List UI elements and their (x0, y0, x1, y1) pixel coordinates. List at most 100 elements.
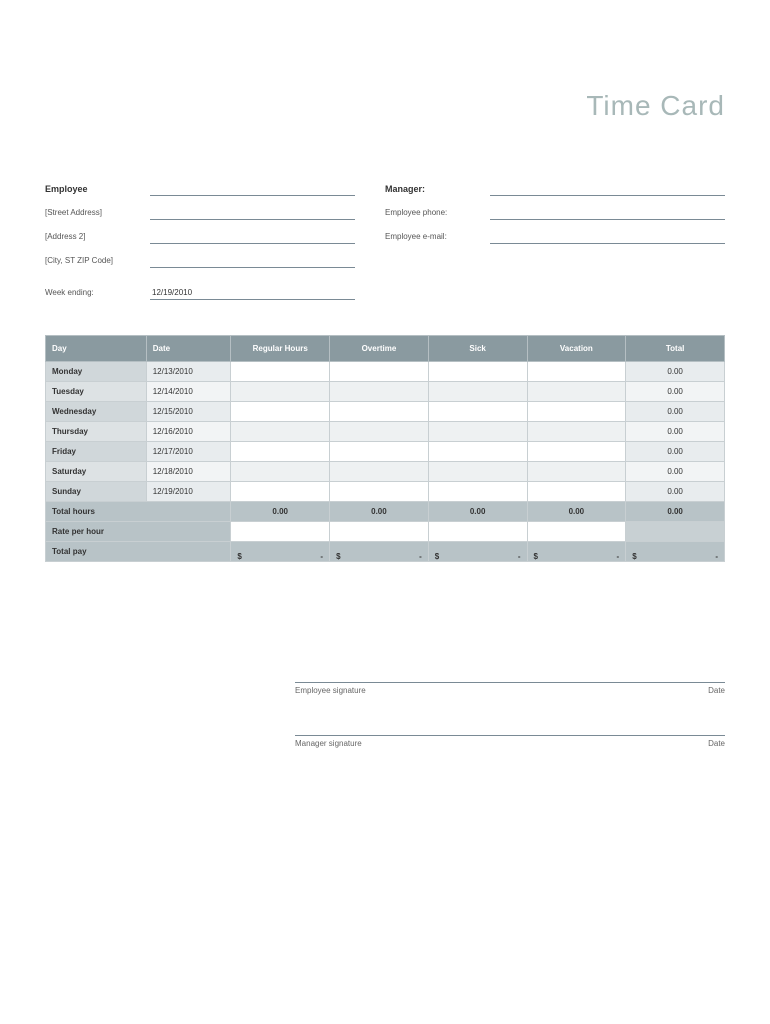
cell-overtime[interactable] (330, 382, 429, 402)
cell-sick[interactable] (428, 462, 527, 482)
table-row: Friday12/17/2010 0.00 (46, 442, 725, 462)
th-sick: Sick (428, 336, 527, 362)
th-day: Day (46, 336, 147, 362)
cell-total: 0.00 (626, 462, 725, 482)
table-row: Tuesday12/14/20100.00 (46, 382, 725, 402)
manager-signature-label: Manager signature (295, 739, 362, 748)
cell-overtime[interactable] (330, 482, 429, 502)
total-hours-label: Total hours (46, 502, 231, 522)
manager-signature-date-label: Date (708, 739, 725, 748)
city-label: [City, ST ZIP Code] (45, 254, 150, 268)
pay-overtime: $- (330, 542, 429, 562)
cell-day: Monday (46, 362, 147, 382)
total-regular: 0.00 (231, 502, 330, 522)
pay-row: Total pay $- $- $- $- $- (46, 542, 725, 562)
week-ending-field[interactable]: 12/19/2010 (150, 286, 355, 300)
cell-day: Wednesday (46, 402, 147, 422)
cell-regular[interactable] (231, 442, 330, 462)
manager-signature-line: Manager signature Date (295, 735, 725, 748)
cell-sick[interactable] (428, 362, 527, 382)
employee-signature-date-label: Date (708, 686, 725, 695)
cell-vacation[interactable] (527, 382, 626, 402)
cell-sick[interactable] (428, 482, 527, 502)
table-row: Monday12/13/20100.00 (46, 362, 725, 382)
manager-label: Manager: (385, 182, 490, 196)
cell-date: 12/18/2010 (146, 462, 231, 482)
cell-sick[interactable] (428, 382, 527, 402)
cell-date: 12/19/2010 (146, 482, 231, 502)
cell-date: 12/16/2010 (146, 422, 231, 442)
phone-field[interactable] (490, 206, 725, 220)
table-row: Saturday12/18/2010 0.00 (46, 462, 725, 482)
rate-overtime[interactable] (330, 522, 429, 542)
cell-vacation[interactable] (527, 402, 626, 422)
cell-sick[interactable] (428, 442, 527, 462)
total-total: 0.00 (626, 502, 725, 522)
cell-vacation[interactable] (527, 482, 626, 502)
rate-regular[interactable] (231, 522, 330, 542)
cell-vacation[interactable] (527, 362, 626, 382)
street-field[interactable] (150, 206, 355, 220)
cell-day: Sunday (46, 482, 147, 502)
th-vacation: Vacation (527, 336, 626, 362)
cell-regular[interactable] (231, 402, 330, 422)
cell-regular[interactable] (231, 422, 330, 442)
cell-vacation[interactable] (527, 442, 626, 462)
rate-sick[interactable] (428, 522, 527, 542)
cell-regular[interactable] (231, 462, 330, 482)
rate-total (626, 522, 725, 542)
employee-signature-label: Employee signature (295, 686, 366, 695)
cell-day: Thursday (46, 422, 147, 442)
cell-total: 0.00 (626, 422, 725, 442)
city-field[interactable] (150, 254, 355, 268)
rate-row: Rate per hour (46, 522, 725, 542)
cell-regular[interactable] (231, 482, 330, 502)
th-regular: Regular Hours (231, 336, 330, 362)
cell-date: 12/17/2010 (146, 442, 231, 462)
cell-overtime[interactable] (330, 462, 429, 482)
cell-regular[interactable] (231, 362, 330, 382)
cell-sick[interactable] (428, 402, 527, 422)
cell-vacation[interactable] (527, 422, 626, 442)
pay-label: Total pay (46, 542, 231, 562)
cell-date: 12/13/2010 (146, 362, 231, 382)
email-field[interactable] (490, 230, 725, 244)
address2-field[interactable] (150, 230, 355, 244)
cell-day: Saturday (46, 462, 147, 482)
cell-day: Friday (46, 442, 147, 462)
manager-field[interactable] (490, 182, 725, 196)
cell-regular[interactable] (231, 382, 330, 402)
total-sick: 0.00 (428, 502, 527, 522)
pay-sick: $- (428, 542, 527, 562)
cell-date: 12/15/2010 (146, 402, 231, 422)
employee-label: Employee (45, 182, 150, 196)
rate-label: Rate per hour (46, 522, 231, 542)
cell-total: 0.00 (626, 402, 725, 422)
cell-total: 0.00 (626, 482, 725, 502)
cell-date: 12/14/2010 (146, 382, 231, 402)
th-date: Date (146, 336, 231, 362)
table-row: Wednesday12/15/2010 0.00 (46, 402, 725, 422)
email-label: Employee e-mail: (385, 230, 490, 244)
rate-vacation[interactable] (527, 522, 626, 542)
address2-label: [Address 2] (45, 230, 150, 244)
total-vacation: 0.00 (527, 502, 626, 522)
cell-overtime[interactable] (330, 362, 429, 382)
th-overtime: Overtime (330, 336, 429, 362)
cell-overtime[interactable] (330, 402, 429, 422)
total-overtime: 0.00 (330, 502, 429, 522)
street-label: [Street Address] (45, 206, 150, 220)
employee-field[interactable] (150, 182, 355, 196)
timecard-table: Day Date Regular Hours Overtime Sick Vac… (45, 335, 725, 562)
cell-vacation[interactable] (527, 462, 626, 482)
cell-sick[interactable] (428, 422, 527, 442)
cell-total: 0.00 (626, 442, 725, 462)
cell-day: Tuesday (46, 382, 147, 402)
th-total: Total (626, 336, 725, 362)
cell-overtime[interactable] (330, 442, 429, 462)
pay-total: $- (626, 542, 725, 562)
week-ending-label: Week ending: (45, 286, 150, 300)
pay-regular: $- (231, 542, 330, 562)
cell-overtime[interactable] (330, 422, 429, 442)
employee-signature-line: Employee signature Date (295, 682, 725, 695)
